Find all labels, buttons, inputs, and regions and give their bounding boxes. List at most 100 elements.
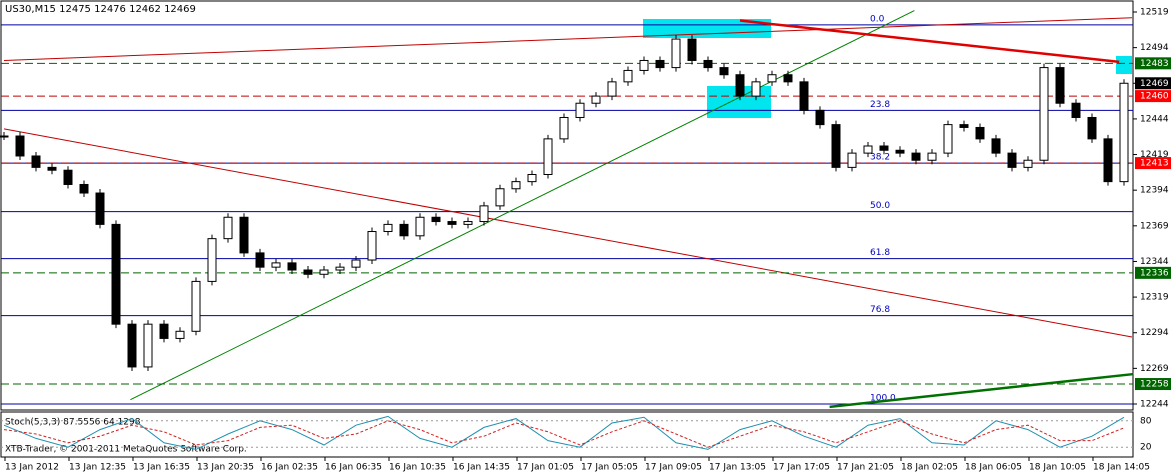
candle [623,69,633,83]
candle [687,38,697,61]
candle [1023,159,1033,168]
candle [415,216,425,237]
fib-label: 50.0 [870,201,890,211]
price-marker-label: 12483 [1140,59,1169,69]
candle [591,95,601,104]
candle [799,81,809,111]
candle [303,269,313,275]
candle [447,221,457,225]
x-tick-label: 17 Jan 13:05 [709,463,766,473]
x-tick-label: 16 Jan 10:35 [389,463,446,473]
y-tick-label: 80 [1140,416,1152,426]
y-tick-label: 12294 [1140,328,1169,338]
price-marker [1135,90,1171,103]
candle [975,126,985,140]
candle [191,280,201,332]
candle [847,152,857,168]
stoch-line [3,415,1125,450]
price-marker-label: 12460 [1140,92,1169,102]
candle [543,138,553,176]
candle [927,152,937,161]
y-tick-label: 12244 [1140,400,1169,410]
price-marker-label: 12336 [1140,268,1169,278]
candle [607,81,617,97]
candle [1119,82,1129,183]
candle [1007,152,1017,168]
candle [223,216,233,240]
candle [0,135,9,138]
candle [831,124,841,168]
candle [255,252,265,268]
x-tick-label: 16 Jan 02:35 [261,463,318,473]
fib-label: 100.0 [870,394,896,404]
candle [63,169,73,185]
candle [767,74,777,83]
candle [383,223,393,233]
price-marker-label: 12469 [1140,79,1169,89]
stoch-line [3,420,1125,448]
x-tick-label: 13 Jan 16:35 [133,463,190,473]
candle [463,221,473,225]
x-tick-label: 18 Jan 06:05 [965,463,1022,473]
price-marker [1135,57,1171,70]
fib-label: 0.0 [870,14,885,24]
y-tick-label: 12519 [1140,8,1169,18]
price-marker [1135,266,1171,279]
candle [239,216,249,254]
candle [943,124,953,154]
candle [959,124,969,128]
highlight-box [1116,56,1132,74]
y-tick-label: 12444 [1140,114,1169,124]
x-tick-label: 17 Jan 09:05 [645,463,702,473]
candle [735,74,745,97]
candle [15,135,25,157]
y-tick-label: 12494 [1140,43,1169,53]
candle [1103,138,1113,183]
candle [527,174,537,183]
y-tick-label: 20 [1140,443,1152,453]
candle [911,152,921,161]
candle [127,323,137,368]
candle [559,116,569,140]
candle [431,216,441,223]
x-tick-label: 18 Jan 10:05 [1029,463,1086,473]
candle [111,223,121,325]
trendline [829,372,1134,409]
candle [655,59,665,69]
candle [783,74,793,83]
candle [351,259,361,268]
candle [719,67,729,76]
x-tick-label: 13 Jan 12:35 [69,463,126,473]
candle [143,323,153,368]
candle [319,269,329,275]
candle [399,223,409,237]
highlight-box [643,19,771,38]
x-tick-label: 13 Jan 20:35 [197,463,254,473]
candle [815,109,825,126]
candle [271,262,281,268]
trendline [3,17,1133,61]
candle [575,102,585,118]
x-tick-label: 16 Jan 06:35 [325,463,382,473]
main-pane [0,0,1134,411]
candle [335,266,345,271]
y-tick-label: 12369 [1140,221,1169,231]
fib-label: 61.8 [870,248,890,258]
price-marker [1135,77,1171,90]
price-marker-label: 12258 [1140,380,1169,390]
candle [159,323,169,339]
y-tick-label: 12319 [1140,293,1169,303]
candle [287,262,297,271]
candle [879,145,889,151]
x-tick-label: 17 Jan 01:05 [517,463,574,473]
candle [1087,116,1097,140]
x-tick-label: 17 Jan 21:05 [837,463,894,473]
candle [175,330,185,339]
candle [367,231,377,261]
fib-label: 76.8 [870,305,890,315]
y-tick-label: 12269 [1140,364,1169,374]
x-tick-label: 13 Jan 2012 [5,463,59,473]
candle [751,81,761,97]
